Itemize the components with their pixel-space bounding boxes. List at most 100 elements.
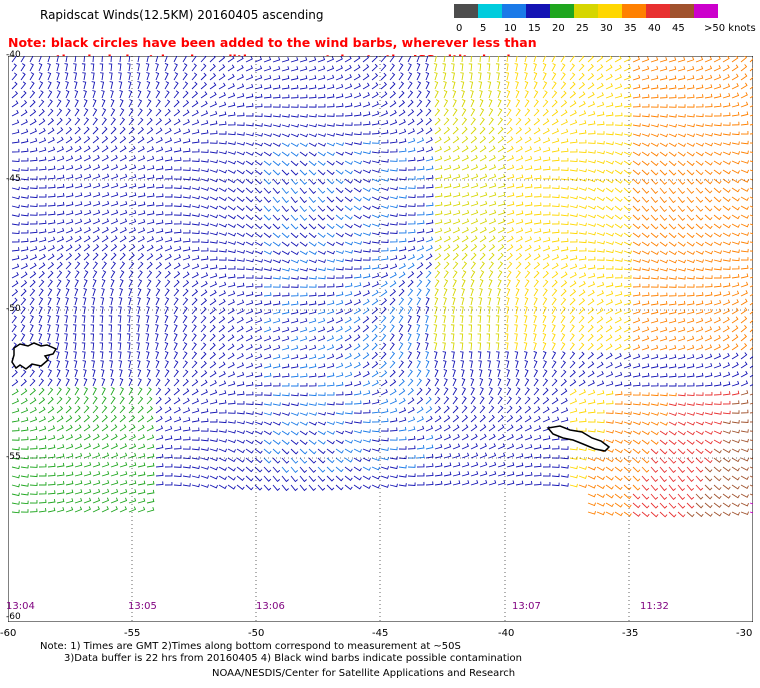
wind-barb — [425, 396, 432, 405]
wind-barb — [398, 204, 407, 208]
wind-barb — [227, 102, 236, 108]
wind-barb — [641, 335, 650, 342]
wind-barb — [353, 410, 362, 414]
wind-barb — [136, 324, 140, 333]
wind-barb — [164, 378, 170, 387]
wind-barb — [308, 205, 317, 212]
wind-barb — [389, 360, 396, 369]
wind-barb — [56, 453, 65, 459]
wind-barb — [362, 82, 370, 90]
wind-barb — [407, 416, 416, 423]
wind-barb — [650, 223, 659, 230]
wind-barb — [362, 325, 370, 333]
wind-barb — [713, 308, 722, 315]
wind-barb — [47, 90, 53, 99]
wind-barb — [389, 177, 398, 181]
wind-barb — [92, 108, 98, 117]
wind-barb — [569, 56, 575, 63]
wind-barb — [488, 164, 497, 171]
wind-barb — [155, 279, 161, 288]
wind-barb — [227, 274, 236, 279]
wind-barb — [227, 205, 236, 211]
wind-barb — [173, 194, 182, 199]
wind-barb — [245, 381, 254, 387]
wind-barb — [83, 164, 92, 171]
wind-barb — [254, 484, 263, 491]
wind-barb — [83, 90, 87, 99]
wind-barb — [218, 92, 226, 99]
wind-barb — [371, 256, 380, 261]
wind-barb — [38, 333, 43, 342]
wind-barb — [523, 333, 528, 342]
wind-barb — [218, 121, 227, 126]
wind-barb — [164, 406, 172, 414]
wind-barb — [731, 111, 740, 117]
wind-barb — [99, 63, 104, 72]
wind-barb — [29, 99, 36, 108]
wind-barb — [749, 316, 753, 324]
wind-barb — [109, 81, 114, 90]
wind-barb — [164, 99, 171, 108]
wind-barb — [695, 151, 704, 157]
wind-barb — [605, 475, 614, 481]
wind-barb — [740, 429, 749, 433]
wind-barb — [461, 378, 466, 387]
wind-barb — [128, 471, 137, 477]
wind-barb — [434, 210, 443, 216]
wind-barb — [551, 407, 559, 414]
wind-barb — [146, 136, 154, 144]
wind-barb — [145, 63, 150, 72]
wind-barb — [461, 99, 466, 108]
wind-barb — [92, 209, 101, 216]
wind-barb — [713, 344, 721, 351]
wind-barb — [695, 317, 704, 324]
wind-barb — [632, 74, 641, 81]
wind-barb — [578, 247, 587, 252]
wind-barb — [623, 83, 632, 90]
wind-barb — [578, 484, 587, 488]
wind-barb — [272, 392, 281, 397]
wind-barb — [236, 410, 245, 415]
wind-barb — [704, 326, 713, 333]
wind-barb — [686, 205, 695, 212]
wind-barb — [254, 169, 263, 176]
wind-barb — [614, 56, 622, 63]
wind-barb — [362, 439, 371, 443]
wind-barb — [641, 214, 650, 221]
wind-barb — [452, 443, 461, 450]
wind-barb — [146, 183, 155, 189]
wind-barb — [146, 210, 155, 216]
wind-barb — [731, 290, 740, 297]
wind-barb — [578, 475, 587, 479]
wind-barb — [20, 212, 29, 217]
wind-barb — [398, 388, 406, 396]
wind-barb — [461, 288, 465, 297]
wind-barb — [704, 232, 713, 238]
wind-barb — [533, 262, 541, 270]
wind-barb — [560, 417, 569, 423]
wind-barb — [11, 427, 20, 432]
wind-barb — [308, 223, 317, 230]
wind-barb — [227, 457, 236, 463]
wind-barb — [182, 455, 191, 460]
wind-barb — [173, 397, 181, 405]
wind-barb — [749, 421, 753, 423]
wind-barb — [713, 132, 722, 137]
wind-barb — [488, 182, 497, 189]
wind-barb — [578, 456, 587, 461]
wind-barb — [731, 141, 740, 145]
wind-barb — [380, 159, 389, 163]
wind-barb — [722, 112, 731, 117]
wind-barb — [514, 324, 518, 333]
wind-barb — [659, 402, 668, 407]
wind-barb — [191, 63, 197, 72]
wind-barb — [486, 324, 491, 333]
wind-barb — [65, 164, 74, 171]
wind-barb — [137, 183, 146, 189]
wind-barb — [173, 245, 182, 252]
wind-barb — [704, 151, 713, 157]
wind-barb — [740, 475, 749, 480]
wind-barb — [218, 290, 226, 297]
wind-barb — [155, 202, 164, 207]
wind-barb — [99, 351, 104, 360]
